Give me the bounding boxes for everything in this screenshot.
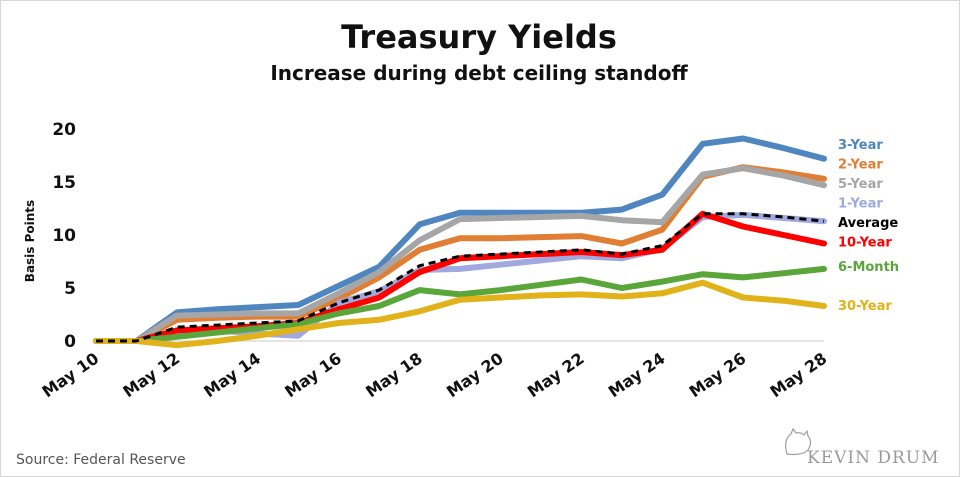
svg-text:KEVIN DRUM: KEVIN DRUM [807,448,940,468]
legend-label-2-year: 2-Year [838,158,883,173]
source-note: Source: Federal Reserve [16,452,186,468]
x-tick-labels: May 10 May 12 May 14 May 16 May 18 May 20 May … [39,349,831,402]
legend-label-average: Average [838,216,898,231]
x-tick-label: May 22 [524,349,588,402]
y-tick-label: 20 [52,120,76,140]
x-tick-label: May 20 [443,349,507,402]
chart-subtitle: Increase during debt ceiling standoff [270,61,688,85]
brand-logo: KEVIN DRUM [785,427,940,468]
series-line-10-year [93,210,827,344]
cat-icon [785,427,812,456]
x-tick-label: May 10 [39,349,103,402]
chart-title: Treasury Yields [341,18,617,56]
x-tick-label: May 28 [767,349,831,402]
legend-label-5-year: 5-Year [838,177,883,192]
x-tick-label: May 18 [362,349,426,402]
legend-label-6-month: 6-Month [838,260,899,275]
y-tick-labels: 0 5 10 15 20 [52,120,76,352]
x-tick-label: May 16 [281,349,345,402]
series-line-average [96,212,825,343]
series-line-30-year [93,279,827,349]
series-lines [93,135,827,349]
series-line-5-year [93,165,827,344]
x-tick-label: May 12 [119,349,183,402]
legend-label-30-year: 30-Year [838,299,892,314]
y-tick-label: 15 [52,173,76,193]
legend-label-3-year: 3-Year [838,138,883,153]
x-tick-label: May 26 [686,349,750,402]
y-tick-label: 5 [64,279,76,299]
series-line-6-month [93,265,827,344]
x-tick-label: May 14 [200,349,264,402]
series-line-3-year [93,135,827,344]
x-tick-label: May 24 [605,349,669,402]
y-axis-label: Basis Points [23,200,37,282]
legend-label-1-year: 1-Year [838,197,883,212]
legend-label-10-year: 10-Year [838,236,892,251]
y-tick-label: 10 [52,226,76,246]
y-tick-label: 0 [64,332,76,352]
legend: 3-Year 2-Year 5-Year 1-Year Average 10-Year 6-… [838,138,899,314]
